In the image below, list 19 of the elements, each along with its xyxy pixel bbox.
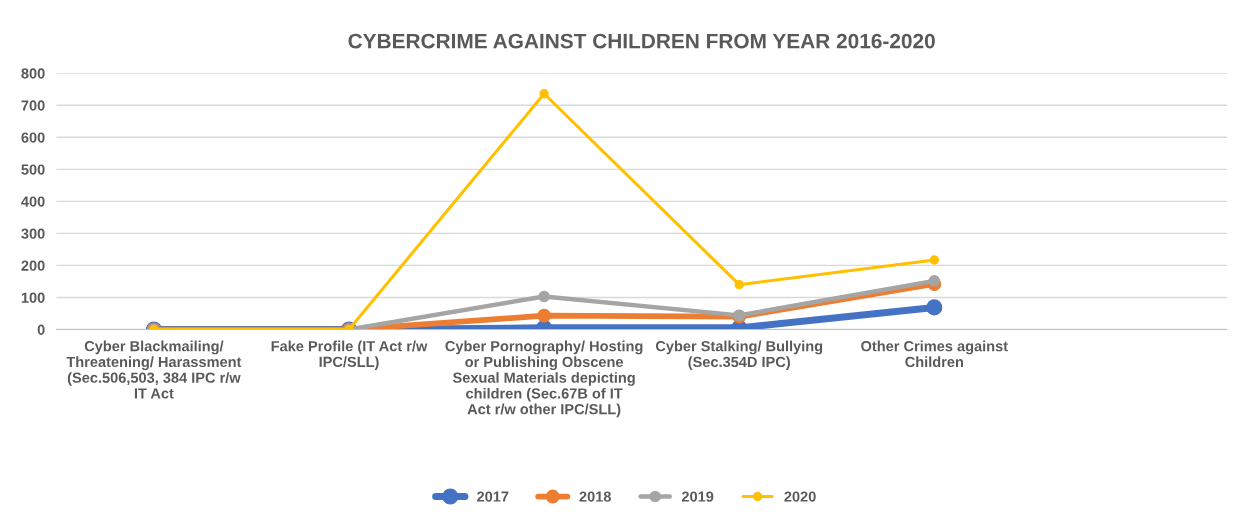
x-tick-label: Cyber Blackmailing/ Threatening/ Harassment (Sec.506,503, 384 IPC r/w IT Act (66, 340, 242, 399)
y-tick-label: 100 (21, 292, 45, 303)
legend-label: 2018 (579, 491, 611, 502)
x-tick-label: Cyber Stalking/ Bullying (Sec.354D IPC) (655, 340, 823, 370)
legend-label: 2019 (681, 491, 714, 502)
y-tick-label: 200 (21, 260, 45, 271)
x-tick-label: Cyber Pornography/ Hosting or Publishing Obscene Sexual Materials depicting children (Sec.67B of IT Act r/w other IPC/SLL) (445, 340, 643, 418)
y-tick-label: 500 (21, 164, 45, 175)
legend-label: 2017 (477, 491, 509, 502)
y-tick-label: 600 (21, 132, 45, 143)
x-tick-label: Other Crimes against Children (861, 340, 1008, 368)
x-tick-label: Fake Profile (IT Act r/w IPC/SLL) (271, 340, 428, 370)
y-tick-label: 400 (21, 196, 45, 207)
y-tick-label: 700 (21, 100, 45, 111)
y-tick-label: 300 (21, 228, 45, 239)
y-tick-label: 800 (21, 68, 45, 79)
y-tick-label: 0 (37, 324, 45, 335)
legend-label: 2020 (784, 491, 816, 502)
chart-title: CYBERCRIME AGAINST CHILDREN FROM YEAR 2016-2020 (348, 33, 935, 49)
